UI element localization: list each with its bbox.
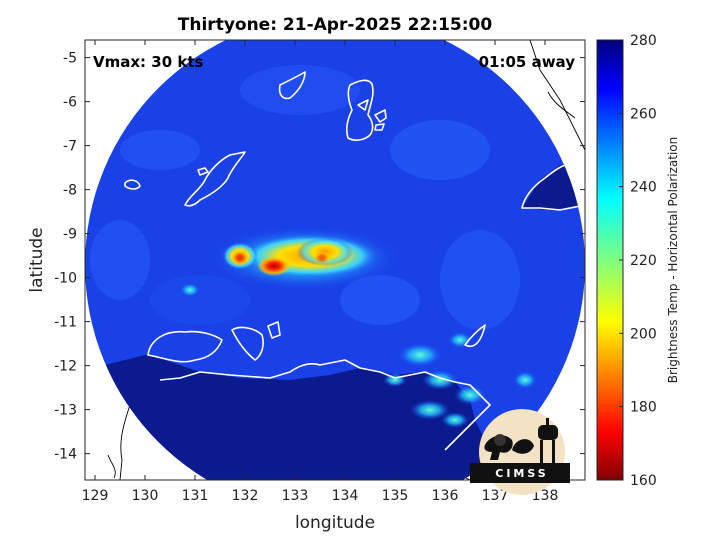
cimss-logo: CIMSS [470,409,570,495]
x-tick-label: 137 [482,488,509,504]
colorbar-tick-label: 240 [630,180,657,196]
brightness-temp-swath [85,40,585,480]
x-tick-label: 129 [82,488,109,504]
x-tick-label: 132 [232,488,259,504]
colorbar-tick-label: 220 [630,253,657,269]
y-tick-label: -5 [63,51,77,67]
colorbar-tick-label: 260 [630,106,657,122]
x-tick-label: 135 [382,488,409,504]
y-tick-label: -12 [54,359,77,375]
colorbar-tick-label: 200 [630,326,657,342]
x-tick-label: 136 [432,488,459,504]
southeast-cells [180,283,537,428]
y-axis-ticks: -5 -6 -7 -8 -9 -10 -11 -12 -13 -14 [54,51,585,463]
colorbar-tick-label: 280 [630,33,657,49]
x-tick-label: 130 [132,488,159,504]
x-axis-label: longitude [295,513,375,533]
colorbar-ticks: 280 260 240 220 200 180 160 [619,33,657,489]
x-tick-label: 133 [282,488,309,504]
y-tick-label: -6 [63,95,77,111]
y-tick-label: -14 [54,447,77,463]
y-tick-label: -7 [63,139,77,155]
figure-title: Thirtyone: 21-Apr-2025 22:15:00 [178,15,493,35]
x-tick-label: 138 [532,488,559,504]
vmax-label: Vmax: 30 kts [93,53,203,71]
time-away-label: 01:05 away [479,53,576,71]
warm-core [257,256,291,276]
x-tick-label: 134 [332,488,359,504]
y-tick-label: -11 [54,315,77,331]
y-tick-label: -10 [54,271,77,287]
outer-coastline [107,40,585,480]
colorbar-label: Brightness Temp - Horizontal Polarizatio… [666,137,680,384]
cimss-logo-text: CIMSS [495,467,548,480]
colorbar-tick-label: 160 [630,473,657,489]
y-tick-label: -9 [63,227,77,243]
axes-frame [84,39,586,481]
y-tick-label: -13 [54,403,77,419]
y-tick-label: -8 [63,183,77,199]
y-axis-label: latitude [27,227,47,292]
colorbar-tick-label: 180 [630,400,657,416]
x-tick-label: 131 [182,488,209,504]
x-axis-ticks: 129 130 131 132 133 134 135 136 137 138 [82,40,559,504]
